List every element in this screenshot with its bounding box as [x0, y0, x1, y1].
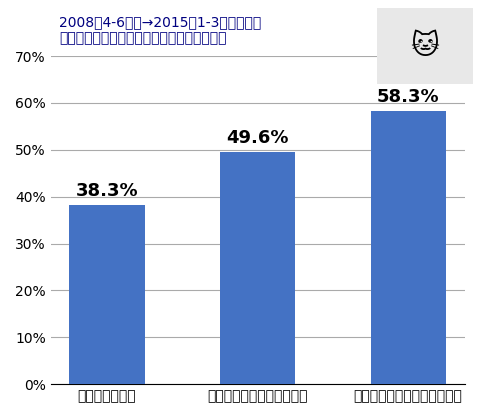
Text: 38.3%: 38.3%	[76, 182, 138, 200]
Text: 58.3%: 58.3%	[377, 88, 440, 106]
Text: 2008年4-6月期→2015年1-3月期に至る
ビッグコミック系各紙の印刷証明部数減少率: 2008年4-6月期→2015年1-3月期に至る ビッグコミック系各紙の印刷証明…	[59, 15, 261, 45]
Bar	[70, 205, 145, 384]
Text: 🐱: 🐱	[411, 32, 440, 60]
Text: 49.6%: 49.6%	[227, 129, 289, 147]
Bar	[370, 111, 446, 384]
Bar	[220, 152, 295, 384]
